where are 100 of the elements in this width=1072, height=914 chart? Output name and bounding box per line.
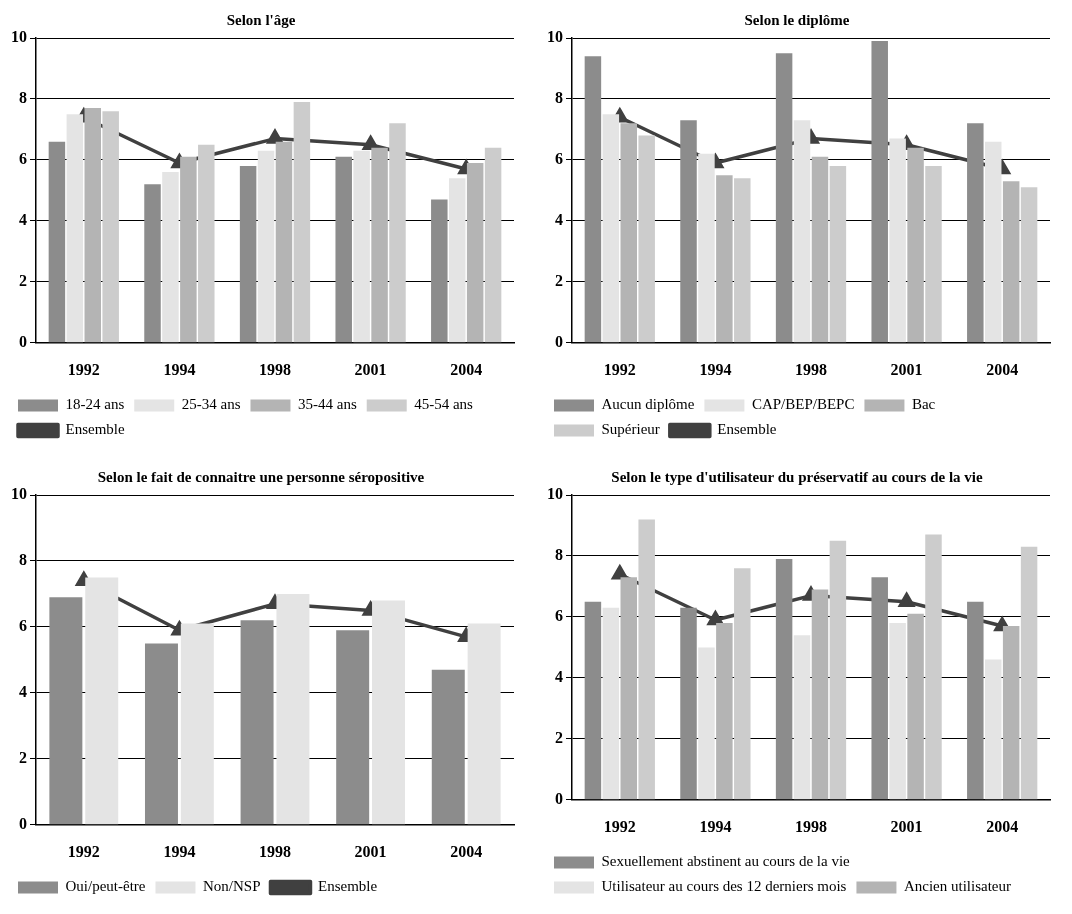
point [611,565,628,580]
y-tick-label: 0 [19,332,27,350]
y-tick-label: 10 [11,485,27,503]
bar [1020,187,1038,343]
legend-label: Oui/peut-être [65,878,146,895]
y-tick-label: 8 [19,89,27,107]
legend-label: Aucun diplôme [601,396,695,413]
bar [180,623,214,825]
y-tick-label: 10 [547,485,563,503]
x-tick-label: 2001 [890,360,923,378]
bar [907,613,924,800]
chart-title: Selon le fait de connaitre une personne séropositive [97,468,425,485]
chart-title: Selon le type d'utilisateur du préservatif au cours de la vie [611,468,984,485]
y-tick-label: 2 [19,271,27,289]
y-tick-label: 4 [555,668,563,686]
bar [680,607,697,800]
bar [734,178,751,343]
legend-label: CAP/BEP/BEPC [751,396,855,413]
bar [467,623,501,825]
y-tick-label: 8 [555,546,563,564]
bar [353,150,370,343]
bar [602,114,620,343]
bar [102,111,119,343]
bar [257,150,275,343]
x-tick-label: 1998 [259,842,291,860]
bar [431,199,448,343]
bar [984,141,1002,343]
bar [144,184,161,343]
y-tick-label: 10 [547,28,563,46]
bar [431,669,465,825]
bar [85,577,119,825]
bar [239,166,257,343]
bar [620,577,638,800]
bar [144,643,178,825]
bar [198,144,215,343]
y-tick-label: 8 [555,89,563,107]
bar [967,601,984,800]
bar [335,156,352,343]
bar [871,577,888,800]
x-tick-label: 2004 [986,360,1019,378]
x-tick-label: 1998 [259,360,291,378]
bar [602,607,620,800]
legend-label: 35-44 ans [297,396,357,413]
point [707,611,724,626]
legend-label: 18-24 ans [65,396,125,413]
bar [1002,626,1020,800]
y-tick-label: 4 [555,211,563,229]
legend-label: Ancien utilisateur [903,878,1012,895]
bar [984,659,1002,800]
bar [48,141,66,343]
x-tick-label: 1992 [67,360,100,378]
bar [811,589,829,800]
bar [907,147,924,343]
x-tick-label: 1998 [795,360,827,378]
point [898,592,915,607]
bar [484,147,502,343]
y-tick-label: 8 [19,551,27,569]
bar [716,623,733,800]
legend-label: 25-34 ans [181,396,241,413]
bar [276,593,310,825]
bar [775,559,793,800]
y-tick-label: 4 [19,211,27,229]
bar [829,540,847,800]
y-tick-label: 6 [555,150,563,168]
bar [1020,546,1038,800]
bar [49,597,83,825]
x-tick-label: 2001 [354,842,387,860]
y-tick-label: 0 [19,814,27,832]
bar [584,56,602,343]
y-tick-label: 0 [555,789,563,807]
y-tick-label: 0 [555,332,563,350]
bar [925,166,942,343]
bar [793,635,811,800]
legend-label: 45-54 ans [414,396,474,413]
bar [275,141,293,343]
x-tick-label: 1994 [163,842,196,860]
bar [293,102,311,343]
legend-label: Non/NSP [202,878,261,895]
bar [180,156,197,343]
y-tick-label: 6 [19,617,27,635]
bar [811,156,829,343]
bar [240,620,274,825]
bar [829,166,847,343]
bar [716,175,733,343]
point [362,135,379,150]
bar [389,123,406,343]
y-tick-label: 6 [555,607,563,625]
x-tick-label: 2004 [450,360,483,378]
y-tick-label: 2 [555,728,563,746]
bar [372,600,406,825]
x-tick-label: 1992 [603,817,636,835]
legend-label: Bac [911,396,936,413]
bar [84,108,102,343]
bar [680,120,697,343]
bar [698,153,715,343]
legend-label: Ensemble [317,878,378,895]
legend-label: Sexuellement abstinent au cours de la vie [601,853,851,870]
chart-title: Selon l'âge [226,11,296,28]
x-tick-label: 2004 [450,842,483,860]
legend-label: Supérieur [601,421,660,438]
